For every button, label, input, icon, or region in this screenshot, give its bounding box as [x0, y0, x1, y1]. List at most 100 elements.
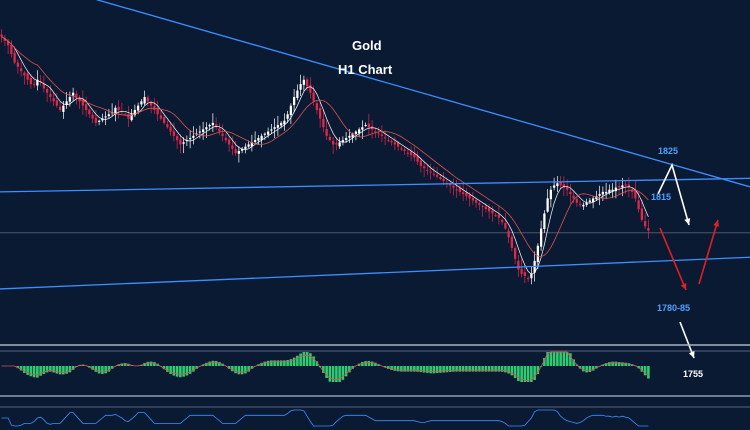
- candle-body: [491, 210, 494, 214]
- candle-body: [179, 139, 182, 145]
- candle-body: [406, 152, 410, 154]
- candle-body: [0, 34, 3, 37]
- candle-body: [354, 131, 358, 134]
- candle-body: [84, 104, 88, 110]
- chart-subtitle: H1 Chart: [338, 62, 393, 77]
- candle-body: [543, 213, 546, 230]
- candle-body: [435, 174, 439, 177]
- level-label-1780-85: 1780-85: [657, 303, 691, 313]
- candle-body: [39, 80, 42, 82]
- candle-body: [32, 83, 36, 85]
- candle-body: [227, 139, 231, 145]
- candle-body: [234, 149, 237, 154]
- candle-body: [296, 90, 299, 98]
- projection-arrow-up-red-head: [713, 220, 720, 227]
- candle-body: [75, 93, 78, 98]
- candle-body: [133, 109, 137, 116]
- candle-body: [231, 145, 234, 149]
- candle-body: [624, 184, 627, 186]
- candle-body: [322, 118, 325, 128]
- candle-body: [429, 171, 432, 173]
- candle-body: [598, 194, 601, 196]
- candle-body: [442, 179, 445, 182]
- candle-body: [162, 116, 166, 123]
- candle-body: [640, 208, 644, 220]
- channel-upper-line: [0, 177, 750, 193]
- candle-body: [409, 151, 413, 156]
- candle-body: [383, 137, 387, 139]
- candle-body: [530, 273, 533, 279]
- candle-body: [643, 221, 647, 227]
- candle-body: [81, 99, 85, 106]
- candle-body: [497, 214, 501, 218]
- candle-body: [608, 189, 611, 193]
- candle-body: [565, 186, 569, 190]
- candle-body: [361, 127, 364, 130]
- candle-body: [380, 134, 384, 136]
- candle-body: [16, 62, 20, 67]
- candle-body: [344, 138, 348, 141]
- candle-body: [315, 103, 319, 110]
- candle-body: [29, 77, 33, 85]
- candle-body: [172, 131, 176, 136]
- candle-body: [634, 189, 637, 199]
- candle-body: [107, 114, 111, 117]
- candle-body: [71, 92, 75, 96]
- candle-body: [10, 44, 13, 54]
- candle-body: [205, 127, 208, 130]
- candle-body: [289, 105, 293, 116]
- candle-body: [224, 137, 228, 141]
- candle-body: [188, 138, 192, 140]
- macd-signal-line: [1, 351, 649, 382]
- candle-body: [487, 207, 491, 212]
- candle-body: [182, 142, 185, 144]
- candle-body: [367, 123, 371, 128]
- candle-body: [208, 125, 211, 127]
- candle-body: [309, 84, 312, 93]
- candle-body: [240, 148, 244, 151]
- candle-body: [136, 105, 140, 111]
- candle-body: [218, 128, 221, 132]
- candle-body: [263, 133, 267, 135]
- candle-body: [432, 173, 436, 175]
- candle-body: [146, 97, 150, 102]
- candle-body: [481, 205, 484, 207]
- candle-body: [91, 114, 94, 119]
- candle-body: [637, 200, 640, 210]
- candle-body: [143, 97, 146, 104]
- candle-body: [351, 133, 354, 138]
- candle-body: [520, 268, 523, 274]
- candle-body: [192, 135, 195, 138]
- candle-body: [198, 131, 202, 133]
- candle-body: [214, 124, 218, 128]
- projection-arrow-down-white-head: [688, 351, 695, 358]
- candle-body: [461, 192, 465, 195]
- candle-body: [578, 203, 582, 205]
- candle-body: [68, 97, 72, 102]
- candle-body: [273, 127, 276, 129]
- candle-body: [630, 189, 634, 192]
- projection-arrow-down-red: [659, 227, 687, 291]
- candle-body: [455, 189, 458, 191]
- candle-body: [94, 117, 98, 123]
- candle-body: [58, 106, 62, 110]
- candle-body: [62, 105, 65, 112]
- candle-body: [257, 138, 260, 141]
- candle-body: [325, 129, 328, 136]
- candle-body: [575, 198, 579, 203]
- candle-body: [52, 98, 55, 102]
- candle-body: [149, 101, 153, 106]
- candle-body: [572, 195, 575, 199]
- candle-body: [299, 84, 302, 90]
- candle-body: [601, 191, 605, 195]
- candle-body: [19, 68, 23, 72]
- candle-body: [627, 184, 631, 188]
- projection-arrow-down-white: [679, 321, 695, 359]
- candle-body: [403, 149, 406, 151]
- candle-body: [127, 114, 130, 119]
- candle-body: [6, 40, 10, 46]
- candle-body: [526, 278, 530, 280]
- candle-body: [494, 215, 497, 217]
- candle-body: [23, 72, 26, 76]
